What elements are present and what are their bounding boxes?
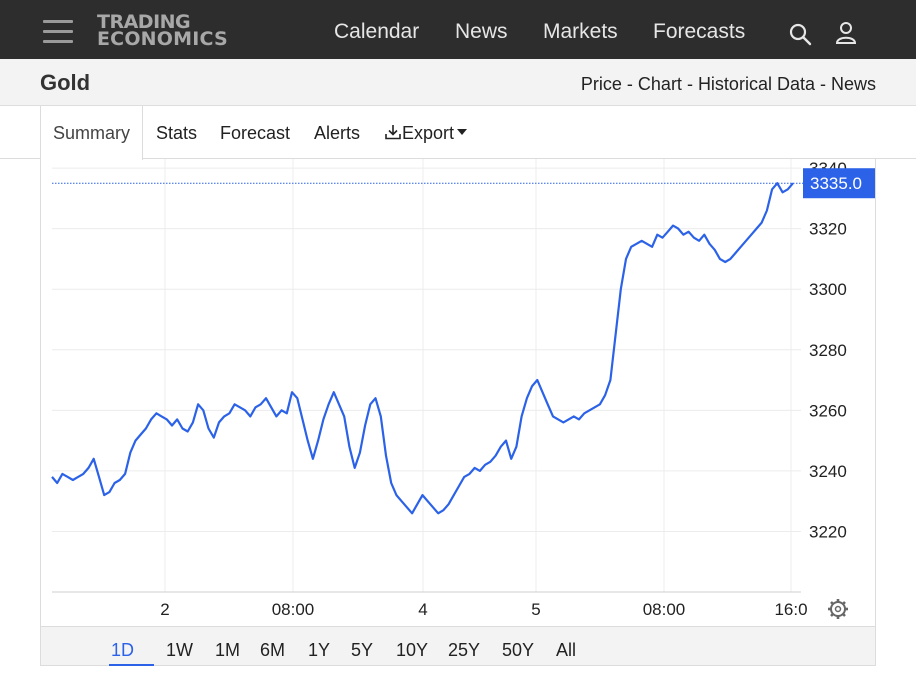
range-button-50y[interactable]: 50Y bbox=[502, 640, 535, 660]
page-title: Gold bbox=[40, 70, 91, 95]
x-tick-label: 4 bbox=[418, 600, 427, 619]
sub-header: Gold Price - Chart - Historical Data - N… bbox=[0, 59, 916, 106]
logo[interactable]: TRADING ECONOMICS bbox=[97, 11, 228, 50]
tab-alerts[interactable]: Alerts bbox=[314, 123, 361, 143]
range-button-6m[interactable]: 6M bbox=[260, 640, 286, 660]
export-label: Export bbox=[402, 123, 455, 143]
range-selector: 1D 1W 1M 6M 1Y 5Y 10Y 25Y 50Y All bbox=[40, 626, 876, 666]
chart-container: 3220324032603280330033203340 208:004508:… bbox=[40, 159, 876, 666]
x-tick-label: 08:00 bbox=[643, 600, 686, 619]
series-line bbox=[51, 182, 794, 515]
tab-forecast[interactable]: Forecast bbox=[220, 123, 291, 143]
x-axis: 2 08:00 4 5 08:00 16:0 bbox=[160, 600, 807, 619]
breadcrumb: Price - Chart - Historical Data - News bbox=[581, 74, 876, 95]
range-button-5y[interactable]: 5Y bbox=[351, 640, 374, 660]
nav-calendar[interactable]: Calendar bbox=[334, 20, 420, 43]
range-button-1y[interactable]: 1Y bbox=[308, 640, 331, 660]
nav-markets[interactable]: Markets bbox=[543, 20, 618, 43]
tab-summary[interactable]: Summary bbox=[53, 123, 131, 143]
active-range-underline bbox=[109, 664, 154, 666]
caret-down-icon bbox=[457, 129, 468, 135]
top-navbar: TRADING ECONOMICS Calendar News Markets … bbox=[0, 0, 916, 59]
y-tick-label: 3280 bbox=[809, 341, 847, 360]
logo-line2: ECONOMICS bbox=[97, 28, 228, 50]
link-historical-data[interactable]: Historical Data bbox=[697, 74, 815, 94]
link-news[interactable]: News bbox=[830, 74, 876, 94]
logo-line1: TRADING bbox=[97, 11, 191, 33]
separator: - bbox=[814, 74, 831, 94]
gear-icon[interactable] bbox=[828, 599, 848, 619]
active-tab-background bbox=[40, 106, 143, 160]
tab-bar: Summary Stats Forecast Alerts Export bbox=[0, 106, 916, 160]
x-tick-label: 5 bbox=[531, 600, 540, 619]
nav-news[interactable]: News bbox=[455, 20, 508, 43]
download-icon bbox=[385, 125, 401, 140]
x-tick-label: 08:00 bbox=[272, 600, 315, 619]
range-button-1w[interactable]: 1W bbox=[166, 640, 193, 660]
separator: - bbox=[621, 74, 638, 94]
x-tick-label: 16:0 bbox=[774, 600, 807, 619]
range-button-1d[interactable]: 1D bbox=[111, 640, 135, 660]
tab-stats[interactable]: Stats bbox=[156, 123, 198, 143]
range-button-1m[interactable]: 1M bbox=[215, 640, 241, 660]
chart-grid bbox=[52, 159, 801, 593]
link-price[interactable]: Price bbox=[580, 74, 622, 94]
hamburger-menu-icon[interactable] bbox=[43, 20, 73, 44]
y-tick-label: 3320 bbox=[809, 220, 847, 239]
nav-forecasts[interactable]: Forecasts bbox=[653, 20, 746, 43]
y-tick-label: 3300 bbox=[809, 280, 847, 299]
current-value-label: 3335.0 bbox=[810, 174, 862, 193]
separator: - bbox=[681, 74, 698, 94]
current-value-badge bbox=[803, 168, 875, 199]
y-tick-label: 3260 bbox=[809, 401, 847, 420]
link-chart[interactable]: Chart bbox=[637, 74, 682, 94]
y-tick-label: 3220 bbox=[809, 522, 847, 541]
y-axis: 3220324032603280330033203340 bbox=[809, 159, 847, 541]
tab-export[interactable]: Export bbox=[384, 123, 468, 144]
user-icon[interactable] bbox=[835, 21, 857, 45]
range-button-25y[interactable]: 25Y bbox=[448, 640, 481, 660]
y-tick-label: 3240 bbox=[809, 462, 847, 481]
range-button-all[interactable]: All bbox=[556, 640, 577, 660]
range-button-10y[interactable]: 10Y bbox=[396, 640, 429, 660]
price-chart[interactable]: 3220324032603280330033203340 208:004508:… bbox=[41, 159, 875, 626]
search-icon[interactable] bbox=[788, 22, 812, 46]
x-tick-label: 2 bbox=[160, 600, 169, 619]
